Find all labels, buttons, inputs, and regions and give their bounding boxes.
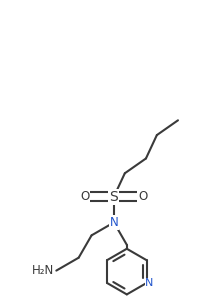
Text: O: O [138, 190, 147, 203]
Text: H₂N: H₂N [32, 264, 54, 277]
Text: N: N [145, 278, 154, 288]
Text: S: S [110, 190, 118, 204]
Text: O: O [81, 190, 90, 203]
Text: N: N [110, 216, 118, 229]
